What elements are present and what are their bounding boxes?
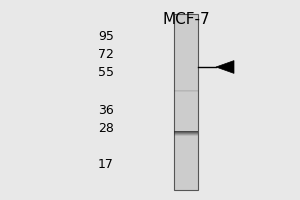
- Text: 28: 28: [98, 121, 114, 134]
- Bar: [174, 131, 198, 132]
- Bar: [174, 14, 198, 190]
- Bar: [174, 132, 198, 133]
- Bar: [174, 130, 198, 131]
- Text: 36: 36: [98, 104, 114, 116]
- Text: 72: 72: [98, 47, 114, 60]
- Bar: [174, 135, 198, 136]
- Text: 17: 17: [98, 158, 114, 170]
- Text: 95: 95: [98, 29, 114, 43]
- Bar: [174, 133, 198, 134]
- Text: 55: 55: [98, 66, 114, 78]
- Bar: [174, 134, 198, 135]
- Polygon shape: [216, 61, 234, 73]
- Bar: [174, 90, 198, 91]
- Text: MCF-7: MCF-7: [162, 12, 210, 27]
- Bar: [174, 91, 198, 92]
